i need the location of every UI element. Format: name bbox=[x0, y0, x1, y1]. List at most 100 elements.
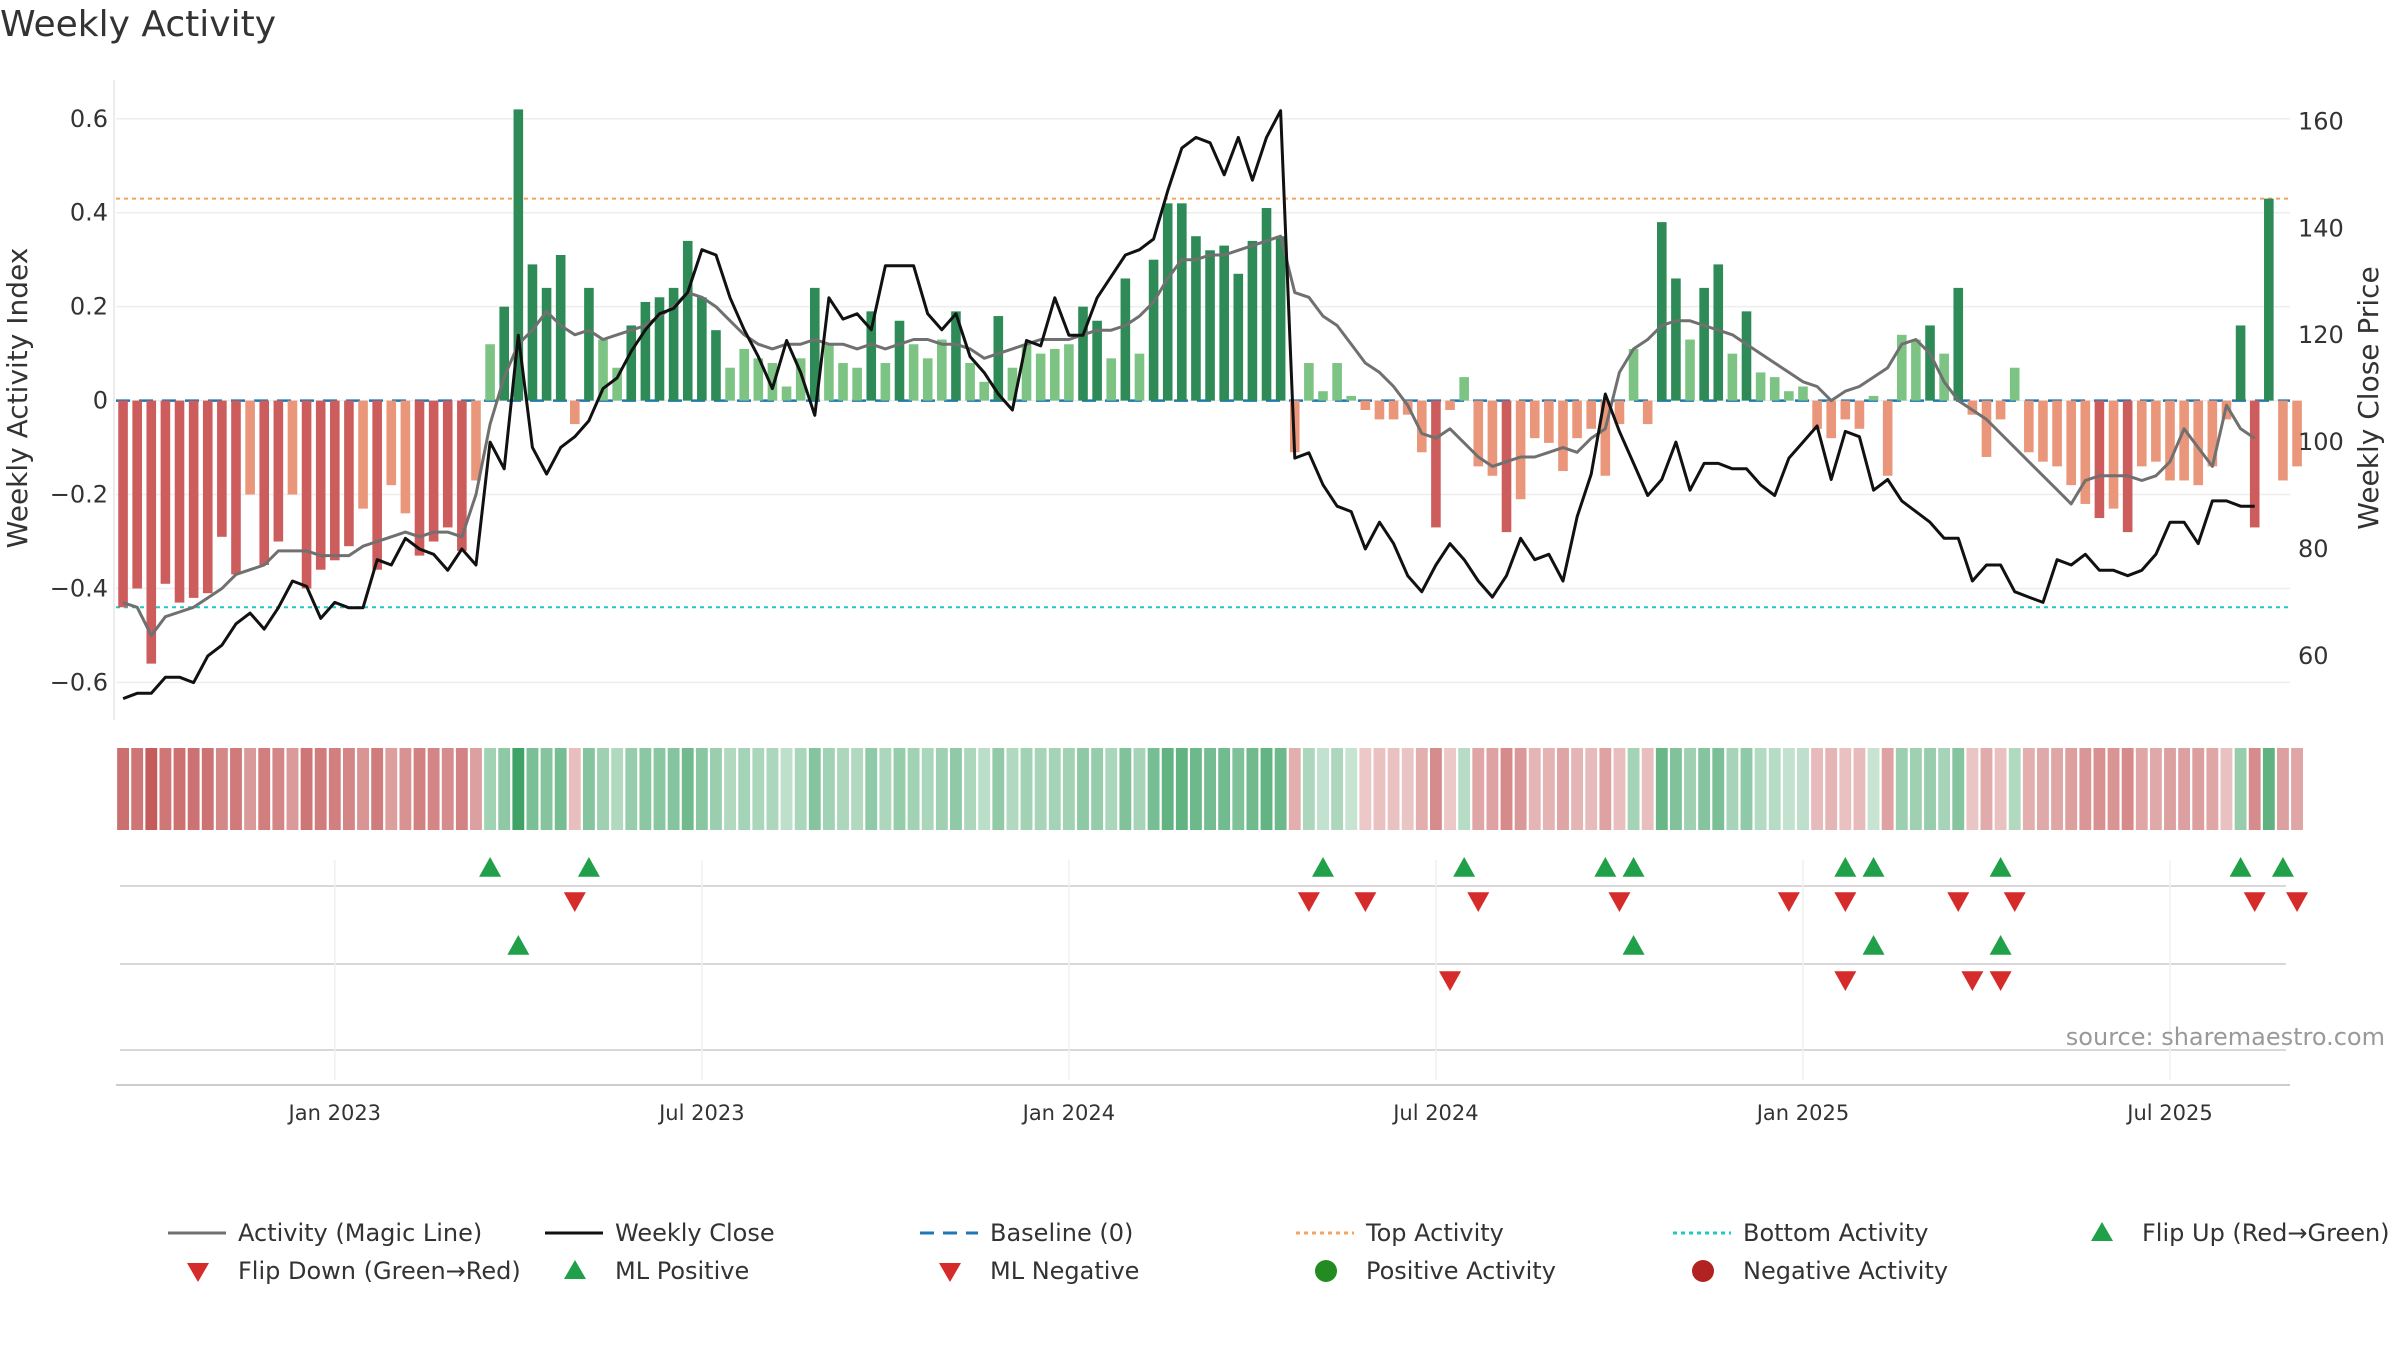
activity-bar bbox=[2278, 400, 2288, 481]
y-axis-right: 160 140 120 100 80 60 bbox=[2298, 107, 2344, 669]
strip-cell bbox=[992, 748, 1005, 830]
strip-cell bbox=[1133, 748, 1146, 830]
activity-bar bbox=[640, 301, 651, 401]
activity-heat-strip bbox=[117, 748, 2303, 830]
activity-bar bbox=[767, 363, 778, 401]
activity-bar bbox=[852, 367, 862, 401]
strip-cell bbox=[1486, 748, 1499, 830]
activity-bar bbox=[1417, 400, 1427, 453]
activity-bar bbox=[908, 344, 919, 401]
strip-cell bbox=[1613, 748, 1626, 830]
activity-bar bbox=[1911, 339, 1921, 401]
strip-cell bbox=[1373, 748, 1386, 830]
activity-bar bbox=[188, 400, 199, 598]
strip-cell bbox=[1500, 748, 1513, 830]
flip-up-marker bbox=[1989, 857, 2012, 877]
legend-label: ML Negative bbox=[990, 1257, 1139, 1285]
strip-cell bbox=[794, 748, 807, 830]
flip-up-marker bbox=[1453, 857, 1476, 877]
activity-bar bbox=[1275, 236, 1286, 401]
activity-bar bbox=[1120, 278, 1131, 401]
strip-cell bbox=[2164, 748, 2176, 830]
strip-cell bbox=[2291, 748, 2303, 830]
strip-cell bbox=[1359, 748, 1372, 830]
strip-cell bbox=[597, 748, 609, 830]
strip-cell bbox=[2178, 748, 2191, 830]
strip-cell bbox=[921, 748, 934, 830]
flip-down-marker bbox=[1297, 892, 1320, 912]
activity-bar bbox=[1106, 358, 1117, 401]
strip-cell bbox=[935, 748, 948, 830]
activity-bar bbox=[951, 311, 961, 401]
ml-positive-marker bbox=[1989, 935, 2012, 955]
strip-cell bbox=[1288, 748, 1301, 830]
strip-cell bbox=[300, 748, 313, 830]
y-tick-label: 0.2 bbox=[70, 293, 108, 321]
activity-bar bbox=[654, 297, 665, 401]
activity-bar bbox=[1247, 240, 1258, 401]
legend: Activity (Magic Line) Weekly Close Baselin… bbox=[168, 1219, 2390, 1285]
strip-cell bbox=[1387, 748, 1400, 830]
flip-up-marker bbox=[1594, 857, 1617, 877]
strip-cell bbox=[1444, 748, 1456, 830]
strip-cell bbox=[865, 748, 878, 830]
strip-cell bbox=[1768, 748, 1781, 830]
activity-bar bbox=[132, 400, 142, 589]
activity-bar bbox=[2136, 400, 2147, 467]
strip-cell bbox=[357, 748, 369, 830]
strip-cell bbox=[286, 748, 299, 830]
activity-bar bbox=[2193, 400, 2204, 486]
strip-cell bbox=[1218, 748, 1231, 830]
activity-bar bbox=[2108, 400, 2119, 509]
strip-cell bbox=[413, 748, 426, 830]
strip-cell bbox=[1599, 748, 1612, 830]
activity-bar bbox=[1614, 400, 1625, 425]
chart-title: Weekly Activity bbox=[0, 4, 277, 45]
strip-cell bbox=[441, 748, 454, 830]
legend-label: Weekly Close bbox=[615, 1219, 775, 1247]
strip-cell bbox=[653, 748, 666, 830]
strip-cell bbox=[1542, 748, 1555, 830]
activity-bar bbox=[330, 400, 340, 561]
ml-positive-marker bbox=[507, 935, 530, 955]
strip-cell bbox=[2277, 748, 2289, 830]
activity-bar bbox=[1064, 344, 1074, 401]
activity-bar bbox=[499, 306, 510, 401]
strip-cell bbox=[1698, 748, 1711, 830]
legend-item: ML Negative bbox=[939, 1257, 1139, 1285]
legend-label: Flip Up (Red→Green) bbox=[2142, 1219, 2390, 1247]
activity-bar bbox=[1049, 348, 1060, 401]
activity-bar bbox=[1953, 287, 1964, 401]
strip-cell bbox=[1232, 748, 1245, 830]
activity-bar bbox=[1882, 400, 1893, 476]
strip-cell bbox=[1528, 748, 1541, 830]
activity-bar bbox=[682, 240, 693, 401]
legend-swatch bbox=[939, 1263, 961, 1282]
activity-bar bbox=[1699, 287, 1709, 401]
strip-cell bbox=[822, 748, 835, 830]
strip-cell bbox=[455, 748, 468, 830]
strip-cell bbox=[2022, 748, 2035, 830]
strip-cell bbox=[1119, 748, 1132, 830]
signal-panels bbox=[116, 857, 2309, 1086]
strip-cell bbox=[2037, 748, 2049, 830]
strip-cell bbox=[710, 748, 722, 830]
strip-cell bbox=[667, 748, 680, 830]
activity-bar bbox=[1346, 395, 1357, 401]
strip-cell bbox=[695, 748, 708, 830]
activity-bar bbox=[753, 358, 764, 401]
activity-bar bbox=[1572, 400, 1582, 439]
y2-tick-label: 140 bbox=[2298, 214, 2344, 242]
strip-cell bbox=[1825, 748, 1838, 830]
activity-bar bbox=[146, 400, 157, 664]
x-tick-label: Jul 2023 bbox=[657, 1101, 744, 1125]
strip-cell bbox=[1839, 748, 1852, 830]
strip-cell bbox=[752, 748, 765, 830]
strip-cell bbox=[484, 748, 497, 830]
activity-bar bbox=[1374, 400, 1385, 420]
activity-bar bbox=[1868, 395, 1879, 401]
x-axis: Jan 2023 Jul 2023 Jan 2024 Jul 2024 Jan 2025… bbox=[287, 1101, 2213, 1125]
legend-item: ML Positive bbox=[564, 1257, 749, 1285]
activity-bar bbox=[1233, 273, 1244, 401]
strip-cell bbox=[1655, 748, 1668, 830]
